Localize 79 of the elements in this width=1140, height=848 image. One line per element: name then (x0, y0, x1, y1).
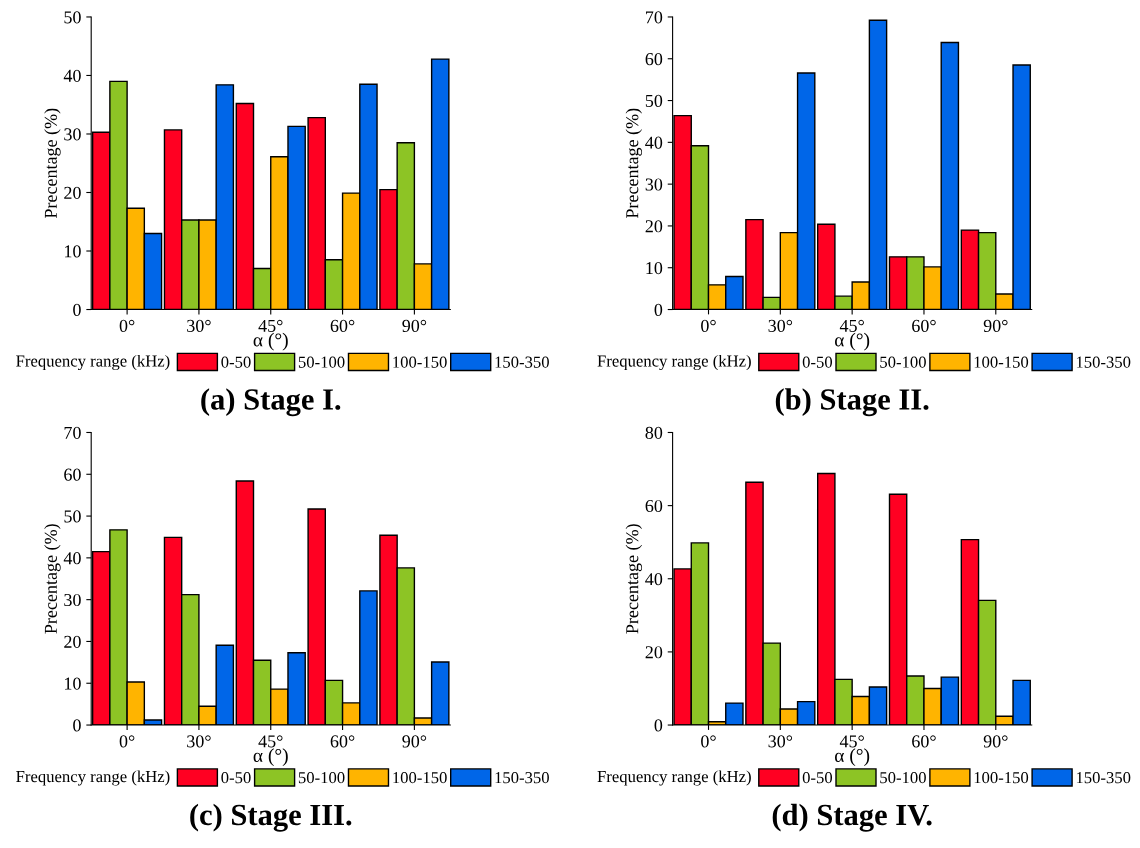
y-tick-label: 40 (645, 573, 663, 586)
x-tick-label: 30° (768, 319, 793, 332)
x-tick-label: 90° (983, 319, 1008, 332)
x-tick-label: 30° (187, 735, 211, 748)
legend-title: Frequency range (kHz) (597, 354, 751, 371)
x-tick-label: 60° (912, 319, 936, 332)
y-tick-label: 40 (63, 552, 81, 565)
y-tick-label: 50 (64, 11, 81, 24)
y-tick-label: 10 (646, 261, 663, 275)
x-tick-label: 60° (330, 319, 355, 332)
x-tick-label: 0° (701, 735, 716, 748)
x-axis-title: α (°) (253, 332, 288, 351)
legend-label: 100-150 (393, 356, 447, 368)
y-tick-label: 0 (654, 303, 663, 316)
legend-label: 100-150 (393, 772, 447, 784)
legend-label: 150-350 (1076, 772, 1131, 784)
text: (c) Stage III. (190, 803, 352, 832)
x-tick-label: 0° (119, 319, 135, 332)
legend-label: 50-100 (880, 772, 926, 784)
y-tick-label: 20 (645, 220, 663, 233)
x-tick-label: 90° (983, 735, 1008, 748)
y-tick-label: 10 (65, 677, 81, 690)
x-tick-label: 30° (187, 319, 211, 332)
text: (d) Stage IV. (772, 803, 932, 832)
x-tick-label: 30° (768, 735, 793, 748)
x-axis-title: α (°) (835, 748, 870, 766)
y-tick-label: 80 (645, 426, 663, 439)
x-axis-title: α (°) (253, 748, 288, 766)
y-tick-label: 20 (645, 646, 663, 659)
legend-title: Frequency range (kHz) (16, 770, 170, 786)
y-tick-label: 60 (645, 499, 663, 513)
legend-label: 100-150 (974, 356, 1029, 368)
x-tick-label: 90° (402, 319, 427, 332)
text: (a) Stage I. (201, 388, 341, 417)
y-axis-title: Precentage (%) (44, 108, 61, 219)
x-tick-label: 60° (330, 735, 355, 748)
legend-label: 150-350 (495, 772, 549, 784)
y-tick-label: 0 (654, 719, 663, 732)
y-tick-label: 30 (64, 128, 81, 141)
y-axis-title: Precentage (%) (625, 524, 643, 634)
x-tick-label: 90° (402, 735, 427, 748)
legend-label: 0-50 (802, 356, 833, 368)
y-tick-label: 50 (64, 510, 81, 523)
x-tick-label: 45° (839, 735, 864, 748)
legend-label: 50-100 (298, 356, 345, 368)
y-tick-label: 20 (64, 186, 81, 199)
y-tick-label: 60 (645, 53, 663, 66)
legend-label: 150-350 (495, 356, 549, 368)
y-axis-title: Precentage (%) (625, 108, 643, 219)
x-tick-label: 60° (912, 735, 936, 748)
y-tick-label: 10 (65, 245, 81, 258)
y-tick-label: 60 (64, 468, 81, 481)
x-axis-title: α (°) (835, 332, 870, 351)
legend-label: 0-50 (802, 772, 833, 784)
y-tick-label: 40 (63, 69, 81, 82)
legend-label: 0-50 (221, 772, 251, 784)
x-tick-label: 45° (839, 319, 864, 332)
y-tick-label: 40 (645, 136, 663, 149)
y-tick-label: 70 (64, 426, 81, 439)
y-tick-label: 0 (73, 719, 81, 732)
legend-title: Frequency range (kHz) (597, 770, 751, 786)
legend-label: 50-100 (298, 772, 345, 784)
legend-label: 0-50 (221, 356, 251, 368)
x-tick-label: 45° (258, 735, 283, 748)
y-tick-label: 30 (64, 593, 81, 607)
y-tick-label: 30 (645, 178, 663, 191)
legend-title: Frequency range (kHz) (16, 354, 170, 371)
y-tick-label: 50 (645, 94, 663, 107)
legend-label: 150-350 (1076, 356, 1131, 368)
y-axis-title: Precentage (%) (44, 524, 61, 634)
y-tick-label: 20 (64, 635, 81, 648)
y-tick-label: 70 (646, 11, 663, 24)
x-tick-label: 45° (258, 319, 283, 332)
y-tick-label: 0 (73, 303, 81, 316)
text: (b) Stage II. (775, 388, 929, 417)
legend-label: 50-100 (880, 356, 926, 368)
x-tick-label: 0° (119, 735, 135, 748)
legend-label: 100-150 (974, 772, 1029, 784)
x-tick-label: 0° (701, 319, 716, 332)
